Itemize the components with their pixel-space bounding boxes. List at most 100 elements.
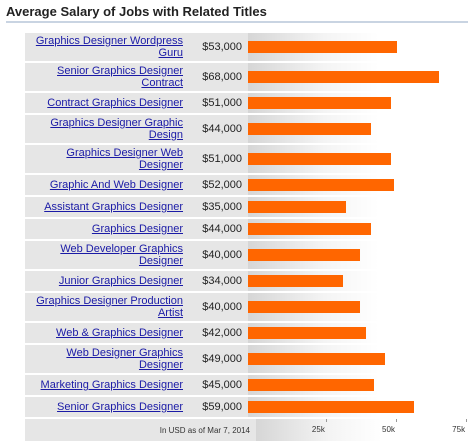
bar xyxy=(248,153,392,165)
row: Senior Graphics Designer Contract $68,000 xyxy=(25,63,466,93)
salary-label: $68,000 xyxy=(187,63,248,91)
name-cell: Graphics Designer xyxy=(25,219,187,239)
row: Web & Graphics Designer $42,000 xyxy=(25,323,466,345)
bar xyxy=(248,275,344,287)
job-title-link[interactable]: Web Designer Graphics Designer xyxy=(66,347,183,371)
name-cell: Web & Graphics Designer xyxy=(25,323,187,343)
salary-label: $59,000 xyxy=(187,397,248,417)
salary-label: $53,000 xyxy=(187,33,248,61)
bar-cell xyxy=(248,241,466,269)
name-cell: Senior Graphics Designer xyxy=(25,397,187,417)
bar-cell xyxy=(248,115,466,143)
tick-mark xyxy=(326,419,328,422)
name-cell: Graphics Designer Production Artist xyxy=(25,293,187,321)
job-title-link[interactable]: Graphics Designer Graphic Design xyxy=(50,117,183,141)
name-cell: Web Designer Graphics Designer xyxy=(25,345,187,373)
footnote: In USD as of Mar 7, 2014 xyxy=(25,419,256,441)
row: Junior Graphics Designer $34,000 xyxy=(25,271,466,293)
axis-cell: 25k 50k 75k xyxy=(256,419,468,441)
row: Web Developer Graphics Designer $40,000 xyxy=(25,241,466,271)
salary-label: $40,000 xyxy=(187,241,248,269)
job-title-link[interactable]: Senior Graphics Designer xyxy=(57,401,183,413)
x-tick-label: 25k xyxy=(311,425,325,434)
bar xyxy=(248,223,372,235)
bar-cell xyxy=(248,93,466,113)
salary-label: $51,000 xyxy=(187,93,248,113)
row: Graphics Designer Web Designer $51,000 xyxy=(25,145,466,175)
bar-cell xyxy=(248,345,466,373)
row: Graphics Designer $44,000 xyxy=(25,219,466,241)
bar xyxy=(248,327,366,339)
name-cell: Contract Graphics Designer xyxy=(25,93,187,113)
job-title-link[interactable]: Graphics Designer xyxy=(91,223,183,235)
title-rule xyxy=(6,21,468,23)
bar xyxy=(248,179,394,191)
salary-label: $44,000 xyxy=(187,219,248,239)
bar xyxy=(248,201,347,213)
bar xyxy=(248,301,361,313)
tick-mark xyxy=(466,419,468,422)
job-title-link[interactable]: Web & Graphics Designer xyxy=(56,327,183,339)
bar xyxy=(248,249,361,261)
bar xyxy=(248,41,397,53)
name-cell: Marketing Graphics Designer xyxy=(25,375,187,395)
job-title-link[interactable]: Contract Graphics Designer xyxy=(47,97,183,109)
bar-cell xyxy=(248,197,466,217)
job-title-link[interactable]: Graphics Designer Production Artist xyxy=(36,295,183,319)
salary-label: $42,000 xyxy=(187,323,248,343)
salary-label: $44,000 xyxy=(187,115,248,143)
job-title-link[interactable]: Senior Graphics Designer Contract xyxy=(57,65,183,89)
x-tick-label: 75k xyxy=(452,425,466,434)
row: Graphic And Web Designer $52,000 xyxy=(25,175,466,197)
name-cell: Assistant Graphics Designer xyxy=(25,197,187,217)
bar-cell xyxy=(248,219,466,239)
row: Graphics Designer Production Artist $40,0… xyxy=(25,293,466,323)
bar xyxy=(248,379,375,391)
salary-label: $45,000 xyxy=(187,375,248,395)
salary-label: $40,000 xyxy=(187,293,248,321)
salary-widget: Average Salary of Jobs with Related Titl… xyxy=(6,4,468,441)
bar-cell xyxy=(248,63,466,91)
bar-cell xyxy=(248,293,466,321)
bar-cell xyxy=(248,375,466,395)
salary-label: $35,000 xyxy=(187,197,248,217)
chart-title: Average Salary of Jobs with Related Titl… xyxy=(6,4,267,19)
bar-cell xyxy=(248,323,466,343)
bar xyxy=(248,353,386,365)
name-cell: Web Developer Graphics Designer xyxy=(25,241,187,269)
salary-label: $51,000 xyxy=(187,145,248,173)
bar-cell xyxy=(248,175,466,195)
bar xyxy=(248,401,414,413)
row: Assistant Graphics Designer $35,000 xyxy=(25,197,466,219)
row: Graphics Designer Wordpress Guru $53,000 xyxy=(25,33,466,63)
bar xyxy=(248,71,439,83)
name-cell: Senior Graphics Designer Contract xyxy=(25,63,187,91)
name-cell: Graphics Designer Web Designer xyxy=(25,145,187,173)
rows: Graphics Designer Wordpress Guru $53,000 S… xyxy=(25,33,468,441)
bar-cell xyxy=(248,271,466,291)
name-cell: Graphics Designer Wordpress Guru xyxy=(25,33,187,61)
name-cell: Junior Graphics Designer xyxy=(25,271,187,291)
bar xyxy=(248,97,392,109)
job-title-link[interactable]: Graphics Designer Wordpress Guru xyxy=(35,35,183,59)
salary-label: $34,000 xyxy=(187,271,248,291)
row: Web Designer Graphics Designer $49,000 xyxy=(25,345,466,375)
row: Graphics Designer Graphic Design $44,000 xyxy=(25,115,466,145)
bar xyxy=(248,123,372,135)
name-cell: Graphics Designer Graphic Design xyxy=(25,115,187,143)
job-title-link[interactable]: Junior Graphics Designer xyxy=(58,275,183,287)
bar-cell xyxy=(248,145,466,173)
job-title-link[interactable]: Graphics Designer Web Designer xyxy=(66,147,183,171)
salary-label: $49,000 xyxy=(187,345,248,373)
job-title-link[interactable]: Graphic And Web Designer xyxy=(49,179,183,191)
bar-cell xyxy=(248,33,466,61)
salary-label: $52,000 xyxy=(187,175,248,195)
bar-cell xyxy=(248,397,466,417)
job-title-link[interactable]: Marketing Graphics Designer xyxy=(40,379,183,391)
tick-mark xyxy=(396,419,398,422)
job-title-link[interactable]: Web Developer Graphics Designer xyxy=(60,243,183,267)
row: Senior Graphics Designer $59,000 xyxy=(25,397,466,419)
job-title-link[interactable]: Assistant Graphics Designer xyxy=(44,201,183,213)
axis-row: In USD as of Mar 7, 2014 25k 50k 75k xyxy=(25,419,468,441)
x-tick-label: 50k xyxy=(382,425,395,434)
